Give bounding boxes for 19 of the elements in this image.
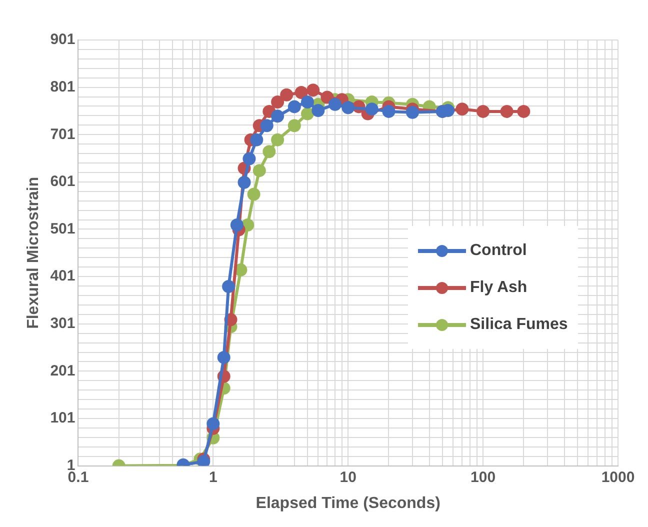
- x-axis-title: Elapsed Time (Seconds): [256, 494, 440, 512]
- legend-label: Fly Ash: [470, 278, 528, 297]
- y-tick-label: 901: [50, 31, 76, 48]
- legend-label: Control: [470, 242, 527, 260]
- y-tick-label: 401: [50, 268, 76, 285]
- y-tick-label: 801: [50, 78, 76, 96]
- y-tick-label: 501: [50, 220, 76, 238]
- x-tick-label: 1000: [601, 468, 635, 486]
- x-tick-label: 10: [340, 468, 356, 486]
- y-tick-label: 701: [50, 126, 76, 143]
- x-tick-label: 0.1: [68, 468, 89, 486]
- y-tick-label: 601: [50, 173, 76, 190]
- y-tick-label: 301: [50, 315, 76, 332]
- y-tick-label: 201: [50, 362, 76, 380]
- y-tick-label: 101: [50, 410, 76, 427]
- legend-label: Silica Fumes: [470, 316, 568, 334]
- x-tick-label: 100: [470, 468, 496, 486]
- y-axis-title: Flexural Microstrain: [25, 176, 42, 329]
- x-tick-label: 1: [209, 468, 218, 486]
